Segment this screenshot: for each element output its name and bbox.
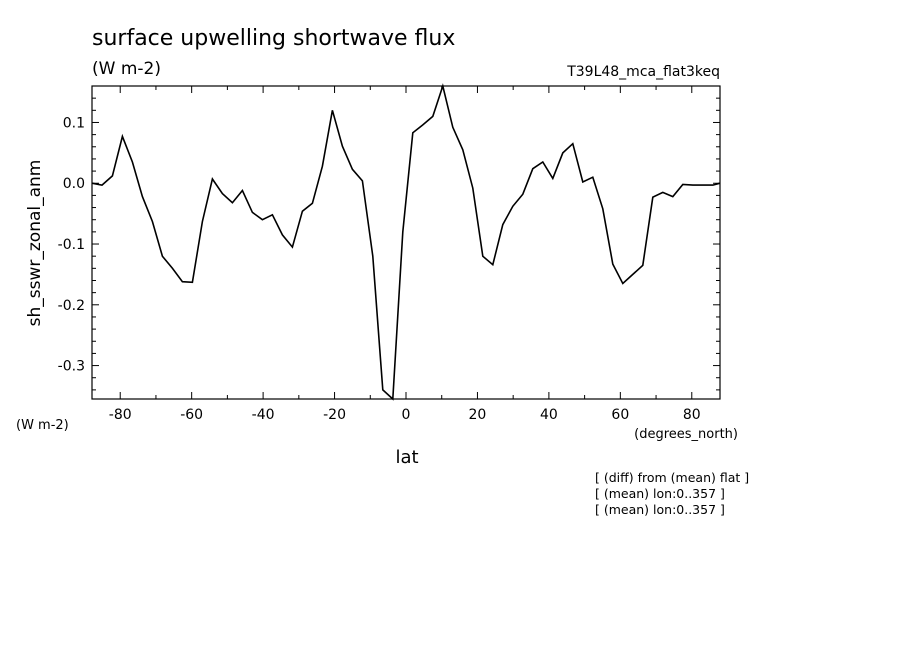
y-tick-label: -0.2 xyxy=(58,298,85,314)
y-axis-label: sh_sswr_zonal_anm xyxy=(25,160,45,327)
x-tick-label: 0 xyxy=(402,407,411,423)
y-tick-label: -0.1 xyxy=(58,237,85,253)
x-tick-label: -80 xyxy=(109,407,132,423)
x-tick-labels: -80 -60 -40 -20 0 20 40 60 80 xyxy=(109,407,701,423)
x-tick-label: -60 xyxy=(180,407,203,423)
y-axis-units: (W m-2) xyxy=(16,418,69,433)
experiment-label: T39L48_mca_flat3keq xyxy=(566,64,720,80)
series-line xyxy=(91,83,721,401)
chart-title: surface upwelling shortwave flux xyxy=(92,26,455,51)
x-axis-label: lat xyxy=(395,447,418,468)
x-tick-label: 20 xyxy=(469,407,487,423)
x-tick-label: 40 xyxy=(540,407,558,423)
axis-ticks xyxy=(92,86,720,399)
x-tick-label: -40 xyxy=(252,407,275,423)
plot-frame xyxy=(91,85,721,400)
note-line-2: [ (mean) lon:0..357 ] xyxy=(595,486,725,501)
x-axis-units: (degrees_north) xyxy=(634,427,738,442)
title-units: (W m-2) xyxy=(92,59,161,79)
y-tick-label: 0.0 xyxy=(63,176,85,192)
note-line-3: [ (mean) lon:0..357 ] xyxy=(595,502,725,517)
y-tick-labels: 0.1 0.0 -0.1 -0.2 -0.3 xyxy=(58,115,85,374)
note-line-1: [ (diff) from (mean) flat ] xyxy=(595,470,749,485)
x-tick-label: -20 xyxy=(323,407,346,423)
y-tick-label: -0.3 xyxy=(58,359,85,375)
x-tick-label: 80 xyxy=(683,407,701,423)
y-tick-label: 0.1 xyxy=(63,115,85,131)
x-tick-label: 60 xyxy=(611,407,629,423)
